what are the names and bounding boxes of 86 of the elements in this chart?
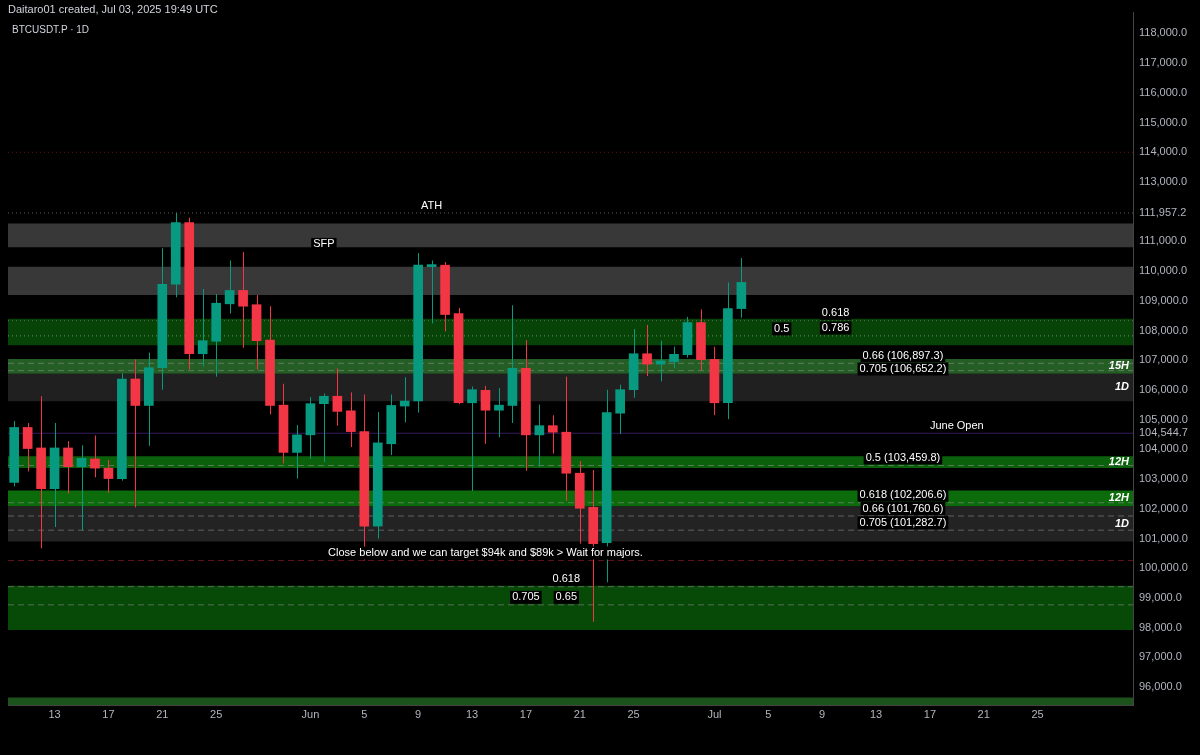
text: BTCUSDT.P · 1D [12, 24, 90, 35]
annotation: 0.5 (103,459.8) [865, 451, 941, 464]
annotation: 0.786 [821, 320, 850, 333]
x-tick-label: 13 [869, 707, 883, 720]
candlestick [346, 391, 356, 448]
candlestick [494, 387, 504, 438]
y-tick-label: 114,000.0 [1139, 145, 1188, 158]
y-tick-label: 96,000.0 [1139, 680, 1182, 693]
annotation: 0.705 [512, 590, 540, 603]
y-tick-label: 101,000.0 [1139, 531, 1188, 544]
y-tick-label: 103,000.0 [1139, 472, 1188, 485]
x-tick-label: 5 [765, 707, 772, 720]
x-tick-label: Jun [301, 707, 320, 720]
candlestick [197, 288, 208, 367]
y-tick-label: 116,000.0 [1139, 85, 1188, 98]
x-tick-label: 25 [210, 707, 223, 720]
candlestick [22, 422, 33, 472]
chart-subtitle: Daitaro01 created, Jul 03, 2025 19:49 UTC [8, 3, 218, 15]
x-tick-label: 21 [573, 707, 586, 720]
y-tick-label: 108,000.0 [1139, 323, 1188, 336]
candlestick [548, 414, 558, 455]
y-tick-label: 102,000.0 [1139, 501, 1188, 514]
candlestick [332, 367, 343, 427]
y-tick-label: 100,000.0 [1139, 561, 1188, 574]
x-tick-label: 25 [1031, 707, 1044, 720]
x-tick-label: 21 [156, 707, 169, 720]
y-tick-label: 110,000.0 [1139, 264, 1188, 277]
annotation: 0.618 [821, 306, 850, 319]
x-tick-label: 5 [361, 707, 368, 720]
y-tick-label: 107,000.0 [1139, 353, 1188, 366]
y-tick-label: 109,000.0 [1139, 293, 1188, 306]
x-tick-label: 9 [415, 707, 422, 720]
y-tick-label: 111,957.2 [1139, 206, 1187, 219]
x-tick-label: 17 [102, 707, 115, 720]
candlestick [90, 434, 100, 478]
annotation: 0.65 [555, 590, 577, 603]
band-label: 1D [1114, 516, 1130, 529]
band-label: 12H [1108, 455, 1131, 468]
candlestick [426, 259, 437, 324]
candlestick [224, 259, 235, 315]
band-label: 12H [1108, 491, 1131, 504]
annotation: 0.66 (101,760.6) [862, 501, 944, 514]
y-tick-label: 99,000.0 [1139, 591, 1182, 604]
y-tick-label: 105,000.0 [1139, 412, 1188, 425]
band-label: 1D [1114, 380, 1130, 393]
candlestick [480, 385, 491, 445]
candlestick [292, 424, 302, 480]
candlestick [63, 440, 73, 495]
annotation: 0.705 (106,652.2) [859, 362, 947, 375]
x-tick-label: 21 [977, 707, 990, 720]
annotation: SFP [313, 237, 335, 250]
y-tick-label: 118,000.0 [1139, 26, 1188, 39]
band-label: 15H [1108, 359, 1131, 372]
candlestick [534, 404, 545, 468]
candlestick [642, 324, 652, 377]
y-tick-label: 115,000.0 [1139, 115, 1188, 128]
y-tick-label: 106,000.0 [1139, 383, 1188, 396]
x-tick-label: Jul [707, 707, 722, 720]
candlestick [103, 459, 114, 494]
y-tick-label: 98,000.0 [1139, 620, 1182, 633]
y-tick-label: 104,000.0 [1139, 442, 1188, 455]
candlestick [669, 346, 679, 369]
annotation: June Open [929, 418, 984, 431]
annotation: 0.618 (102,206.6) [859, 488, 947, 501]
y-tick-label: 113,000.0 [1139, 175, 1188, 188]
candlestick [467, 385, 477, 492]
y-tick-label: 117,000.0 [1139, 56, 1188, 69]
candlestick [76, 444, 87, 532]
y-tick-label: 104,544.7 [1139, 426, 1188, 439]
candlestick [319, 393, 329, 463]
annotation: Close below and we can target $94k and $89k > Wait for majors. [328, 546, 643, 559]
x-tick-label: 9 [819, 707, 826, 720]
x-tick-label: 25 [627, 707, 640, 720]
x-tick-label: 17 [519, 707, 533, 720]
x-tick-label: 17 [923, 707, 937, 720]
annotation: 0.618 [552, 572, 581, 585]
annotation: ATH [421, 198, 443, 211]
candlestick [238, 251, 248, 349]
y-tick-label: 97,000.0 [1139, 650, 1182, 663]
candlestick [399, 376, 410, 423]
x-tick-label: 13 [48, 707, 61, 720]
annotation: 0.66 (106,897.3) [862, 348, 944, 361]
y-tick-label: 111,000.0 [1139, 234, 1187, 247]
annotation: 0.5 [774, 321, 790, 334]
x-tick-label: 13 [465, 707, 479, 720]
annotation: 0.705 (101,282.7) [859, 515, 947, 528]
